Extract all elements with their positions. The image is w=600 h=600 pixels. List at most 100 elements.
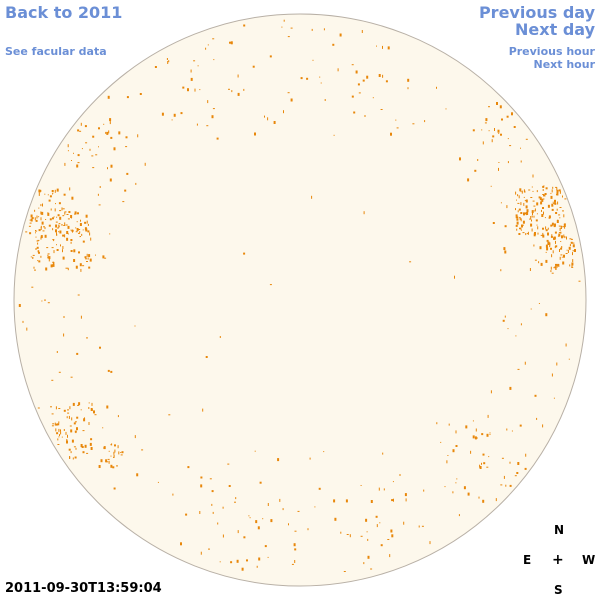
facula-mark — [90, 447, 93, 450]
facula-mark — [516, 228, 518, 231]
facula-mark — [564, 198, 567, 200]
facula-mark — [270, 519, 273, 523]
facula-mark — [106, 405, 109, 409]
facula-mark — [84, 125, 87, 128]
facula-mark — [535, 219, 538, 222]
facula-mark — [550, 270, 552, 273]
facula-mark — [110, 455, 112, 457]
facula-mark — [77, 154, 80, 157]
facula-mark — [531, 219, 532, 222]
facula-mark — [36, 246, 39, 249]
facula-mark — [50, 208, 52, 211]
facula-mark — [526, 209, 529, 213]
facula-mark — [339, 33, 342, 37]
facula-mark — [488, 106, 490, 108]
facula-mark — [452, 491, 454, 494]
facula-mark — [553, 237, 555, 240]
facula-mark — [557, 263, 560, 266]
facula-mark — [467, 492, 470, 496]
facula-mark — [87, 230, 90, 233]
facula-mark — [500, 202, 502, 204]
facula-mark — [54, 208, 56, 212]
facula-mark — [545, 259, 548, 263]
facula-mark — [559, 227, 561, 231]
facula-mark — [79, 130, 82, 132]
facula-mark — [205, 356, 208, 358]
facula-mark — [41, 221, 44, 225]
facula-mark — [436, 86, 437, 89]
facula-mark — [36, 240, 39, 242]
facula-mark — [49, 195, 52, 198]
facula-mark — [563, 254, 565, 258]
facula-mark — [190, 77, 193, 81]
facula-mark — [76, 164, 79, 168]
facula-mark — [519, 217, 520, 219]
facula-mark — [498, 132, 500, 134]
facula-mark — [541, 198, 544, 202]
facula-mark — [199, 89, 201, 91]
facula-mark — [71, 229, 74, 232]
facula-mark — [558, 189, 561, 192]
facula-mark — [511, 112, 513, 116]
facula-mark — [479, 464, 481, 468]
facula-mark — [252, 65, 255, 68]
facula-mark — [125, 136, 128, 139]
see-facular-data-link[interactable]: See facular data — [5, 45, 107, 58]
facula-mark — [558, 225, 561, 227]
facula-mark — [62, 215, 64, 217]
facula-mark — [532, 174, 534, 178]
facula-mark — [378, 74, 381, 77]
facula-mark — [294, 548, 297, 551]
facula-mark — [518, 233, 521, 235]
facula-mark — [67, 434, 68, 438]
facula-mark — [258, 557, 261, 561]
facula-mark — [59, 434, 60, 437]
facula-mark — [52, 423, 55, 425]
facula-mark — [486, 433, 489, 437]
previous-day-link[interactable]: Previous day — [478, 3, 595, 22]
facula-mark — [554, 266, 557, 269]
facula-mark — [455, 482, 457, 484]
facula-mark — [550, 247, 552, 250]
facula-mark — [72, 457, 74, 460]
facula-mark — [515, 208, 516, 211]
facula-mark — [52, 217, 54, 220]
facula-mark — [64, 162, 66, 166]
facula-mark — [42, 230, 45, 232]
facula-mark — [53, 216, 55, 218]
facula-mark — [563, 234, 565, 238]
facula-mark — [538, 196, 541, 199]
facula-mark — [197, 65, 199, 67]
next-hour-link[interactable]: Next hour — [533, 58, 596, 71]
facula-mark — [380, 109, 383, 110]
facula-mark — [522, 232, 525, 234]
facula-mark — [74, 456, 77, 459]
facula-mark — [57, 423, 60, 426]
next-day-link[interactable]: Next day — [515, 20, 595, 39]
facula-mark — [41, 211, 44, 215]
facula-mark — [549, 242, 551, 246]
facula-mark — [74, 211, 77, 215]
facula-mark — [69, 456, 71, 459]
back-to-year-link[interactable]: Back to 2011 — [5, 3, 123, 22]
facula-mark — [520, 212, 523, 214]
facula-mark — [262, 518, 264, 520]
previous-hour-link[interactable]: Previous hour — [508, 45, 595, 58]
facula-mark — [44, 193, 46, 195]
facula-mark — [569, 238, 572, 240]
facula-mark — [200, 476, 203, 479]
facula-mark — [500, 484, 503, 486]
facula-mark — [58, 223, 60, 225]
facula-mark — [570, 241, 573, 244]
facula-mark — [525, 138, 528, 140]
facula-mark — [366, 531, 368, 533]
facula-mark — [76, 228, 79, 231]
facula-mark — [85, 214, 88, 218]
facula-mark — [35, 248, 37, 250]
facula-mark — [237, 74, 239, 78]
facula-mark — [287, 92, 290, 94]
compass-south: S — [554, 583, 563, 597]
facula-mark — [283, 19, 285, 22]
facula-mark — [572, 259, 574, 263]
